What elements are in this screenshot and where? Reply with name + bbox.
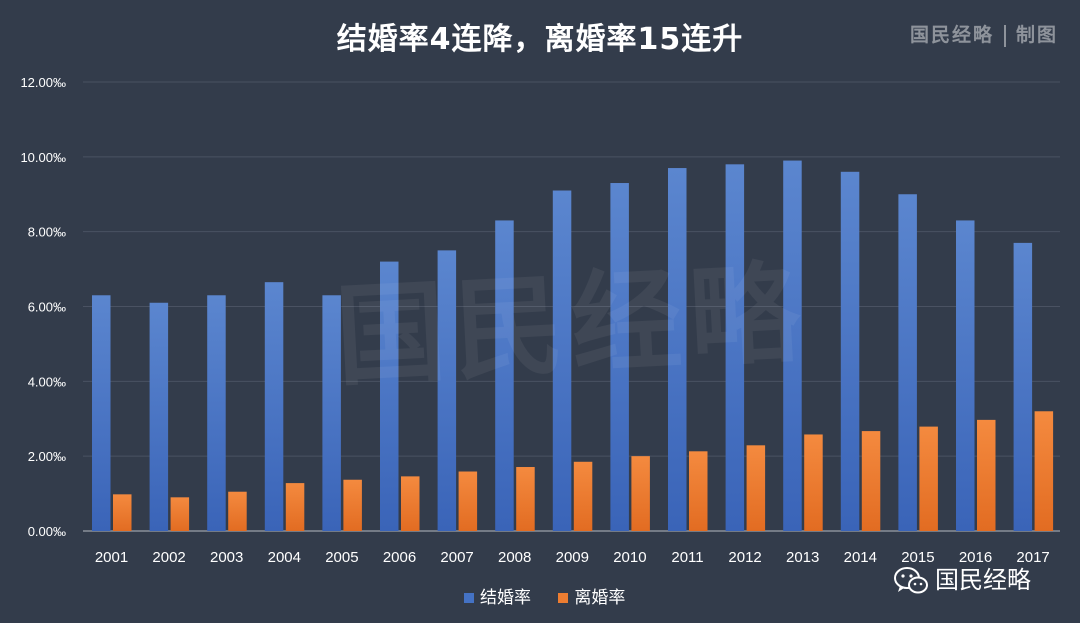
credit-source: 国民经略	[909, 24, 994, 46]
legend-swatch-divorce	[558, 593, 569, 603]
x-tick-label: 2015	[901, 549, 934, 566]
y-tick-label: 2.00‰	[28, 449, 66, 464]
bar-marriage-rate	[783, 160, 802, 531]
x-tick-label: 2011	[671, 549, 703, 566]
bar-divorce-rate	[401, 476, 420, 531]
x-tick-label: 2014	[844, 549, 877, 566]
bar-divorce-rate	[1034, 411, 1054, 531]
legend-item-marriage: 结婚率	[464, 583, 531, 608]
bar-marriage-rate	[840, 171, 860, 532]
bar-marriage-rate	[668, 168, 687, 531]
bar-marriage-rate	[149, 302, 169, 531]
bar-divorce-rate	[228, 491, 247, 531]
bar-marriage-rate	[207, 295, 226, 531]
bar-divorce-rate	[804, 434, 823, 531]
bar-divorce-rate	[516, 467, 535, 531]
bar-marriage-rate	[380, 261, 399, 531]
credit-divider	[1003, 25, 1006, 47]
chart-credit: 国民经略 制图	[910, 20, 1058, 47]
bar-marriage-rate	[264, 282, 284, 531]
bar-marriage-rate	[956, 220, 975, 532]
wechat-icon	[894, 567, 928, 594]
x-tick-label: 2013	[786, 549, 819, 566]
bar-divorce-rate	[977, 419, 996, 531]
bar-marriage-rate	[437, 250, 457, 531]
bar-divorce-rate	[343, 479, 362, 531]
y-tick-label: 12.00‰	[20, 75, 66, 90]
bar-divorce-rate	[458, 471, 478, 531]
bar-marriage-rate	[495, 220, 514, 532]
x-tick-label: 2003	[210, 549, 243, 566]
bar-divorce-rate	[631, 456, 650, 531]
bar-marriage-rate	[725, 164, 745, 532]
bar-marriage-rate	[1013, 242, 1033, 531]
x-tick-label: 2017	[1016, 549, 1049, 566]
bar-divorce-rate	[746, 445, 766, 531]
brand-logo: 国民经略	[893, 560, 1031, 596]
gridlines	[83, 81, 1060, 532]
y-axis-ticks: 0.00‰ 2.00‰ 4.00‰ 6.00‰ 8.00‰ 10.00‰ 12.00‰	[20, 75, 66, 539]
bars	[92, 160, 1054, 532]
logo-text: 国民经略	[935, 566, 1031, 594]
bar-divorce-rate	[861, 431, 881, 531]
bar-marriage-rate	[610, 183, 629, 531]
bar-marriage-rate	[322, 295, 341, 531]
bar-divorce-rate	[285, 483, 305, 531]
x-tick-label: 2004	[268, 549, 301, 566]
x-tick-label: 2009	[556, 549, 589, 566]
x-tick-label: 2005	[325, 549, 358, 566]
bar-divorce-rate	[689, 451, 708, 531]
bar-marriage-rate	[898, 194, 917, 531]
bar-divorce-rate	[919, 426, 938, 531]
legend-swatch-marriage	[464, 593, 474, 603]
x-tick-label: 2008	[498, 549, 531, 566]
bar-divorce-rate	[573, 461, 593, 531]
x-tick-label: 2006	[383, 549, 416, 566]
x-tick-label: 2001	[95, 549, 128, 566]
y-tick-label: 0.00‰	[28, 524, 66, 539]
y-tick-label: 4.00‰	[28, 374, 66, 389]
legend-label-divorce: 离婚率	[574, 588, 626, 608]
y-tick-label: 8.00‰	[28, 225, 66, 240]
legend-item-divorce: 离婚率	[558, 583, 625, 608]
x-tick-label: 2016	[959, 549, 992, 566]
bar-marriage-rate	[552, 190, 572, 531]
legend-label-marriage: 结婚率	[480, 588, 531, 608]
chart-title: 结婚率4连降，离婚率15连升	[336, 22, 744, 57]
x-tick-label: 2007	[440, 549, 473, 566]
x-tick-label: 2012	[728, 549, 761, 566]
bar-divorce-rate	[113, 494, 132, 531]
watermark: 国民经略	[332, 247, 811, 402]
x-tick-label: 2010	[613, 549, 646, 566]
y-tick-label: 6.00‰	[28, 300, 66, 315]
y-tick-label: 10.00‰	[20, 150, 66, 165]
x-tick-label: 2002	[152, 549, 185, 566]
bar-marriage-rate	[92, 295, 111, 531]
bar-divorce-rate	[170, 497, 190, 531]
x-axis-ticks: 2001 2002 2003 2004 2005 2006 2007 2008 2009 2010…	[95, 549, 1050, 566]
chart-legend: 结婚率 离婚率	[464, 583, 647, 608]
credit-label: 制图	[1015, 24, 1058, 46]
